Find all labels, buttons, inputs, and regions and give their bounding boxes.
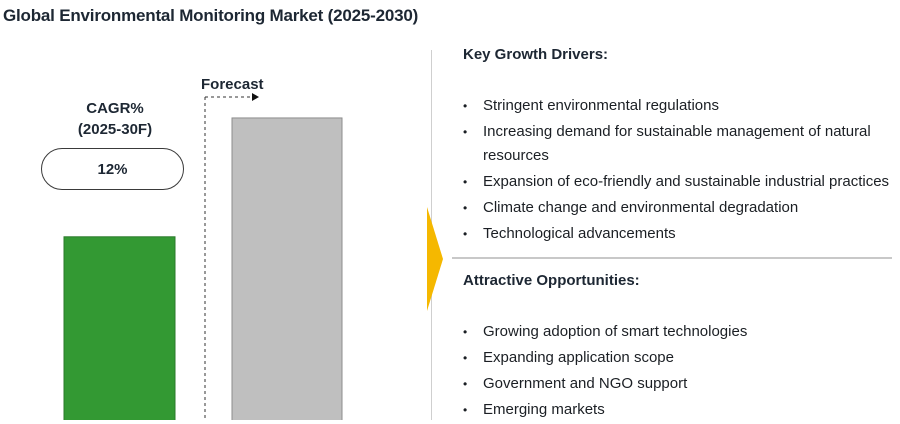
drivers-heading: Key Growth Drivers: [463,46,609,63]
bullet-icon: • [463,99,468,113]
cagr-label: CAGR% (2025-30F) [60,98,170,140]
section-divider [452,257,892,259]
forecast-bracket [204,93,259,420]
cagr-label-line2: (2025-30F) [77,121,153,138]
list-item: • Expansion of eco-friendly and sustainab… [463,170,893,194]
drivers-list: • Stringent environmental regulations • Inc… [463,94,893,248]
bullet-icon: • [463,403,468,417]
list-item: • Technological advancements [463,222,893,246]
list-item-text: Emerging markets [483,401,605,418]
list-item: • Expanding application scope [463,346,893,370]
bullet-icon: • [463,325,468,339]
list-item-text: Climate change and environmental degrada… [483,199,799,216]
list-item: • Government and NGO support [463,372,893,396]
bullet-icon: • [463,351,468,365]
bar-forecast [231,117,343,420]
list-item: • Stringent environmental regulations [463,94,893,118]
bullet-icon: • [463,377,468,391]
opportunities-list: • Growing adoption of smart technologies •… [463,320,893,424]
forecast-label: Forecast [201,76,264,93]
list-item-text: Expansion of eco-friendly and sustainabl… [483,173,890,190]
list-item: • Increasing demand for sustainable manag… [463,120,893,168]
list-item-text: Technological advancements [483,225,676,242]
page-title: Global Environmental Monitoring Market (… [3,6,419,25]
list-item-text: Expanding application scope [483,349,674,366]
list-item-text: Government and NGO support [483,375,688,392]
list-item-text: Increasing demand for sustainable manage… [483,123,871,164]
bar-actual [63,236,176,420]
opportunities-heading: Attractive Opportunities: [463,272,640,289]
bullet-icon: • [463,125,468,139]
arrow-head-icon [252,93,259,101]
bar-chart [63,93,343,420]
list-item: • Growing adoption of smart technologies [463,320,893,344]
list-item-text: Growing adoption of smart technologies [483,323,748,340]
list-item: • Climate change and environmental degrad… [463,196,893,220]
bullet-icon: • [463,201,468,215]
cagr-value-badge: 12% [41,148,184,190]
chevron-right-icon [427,207,443,311]
bullet-icon: • [463,227,468,241]
list-item-text: Stringent environmental regulations [483,97,719,114]
cagr-label-line1: CAGR% [86,100,144,117]
bullet-icon: • [463,175,468,189]
list-item: • Emerging markets [463,398,893,422]
